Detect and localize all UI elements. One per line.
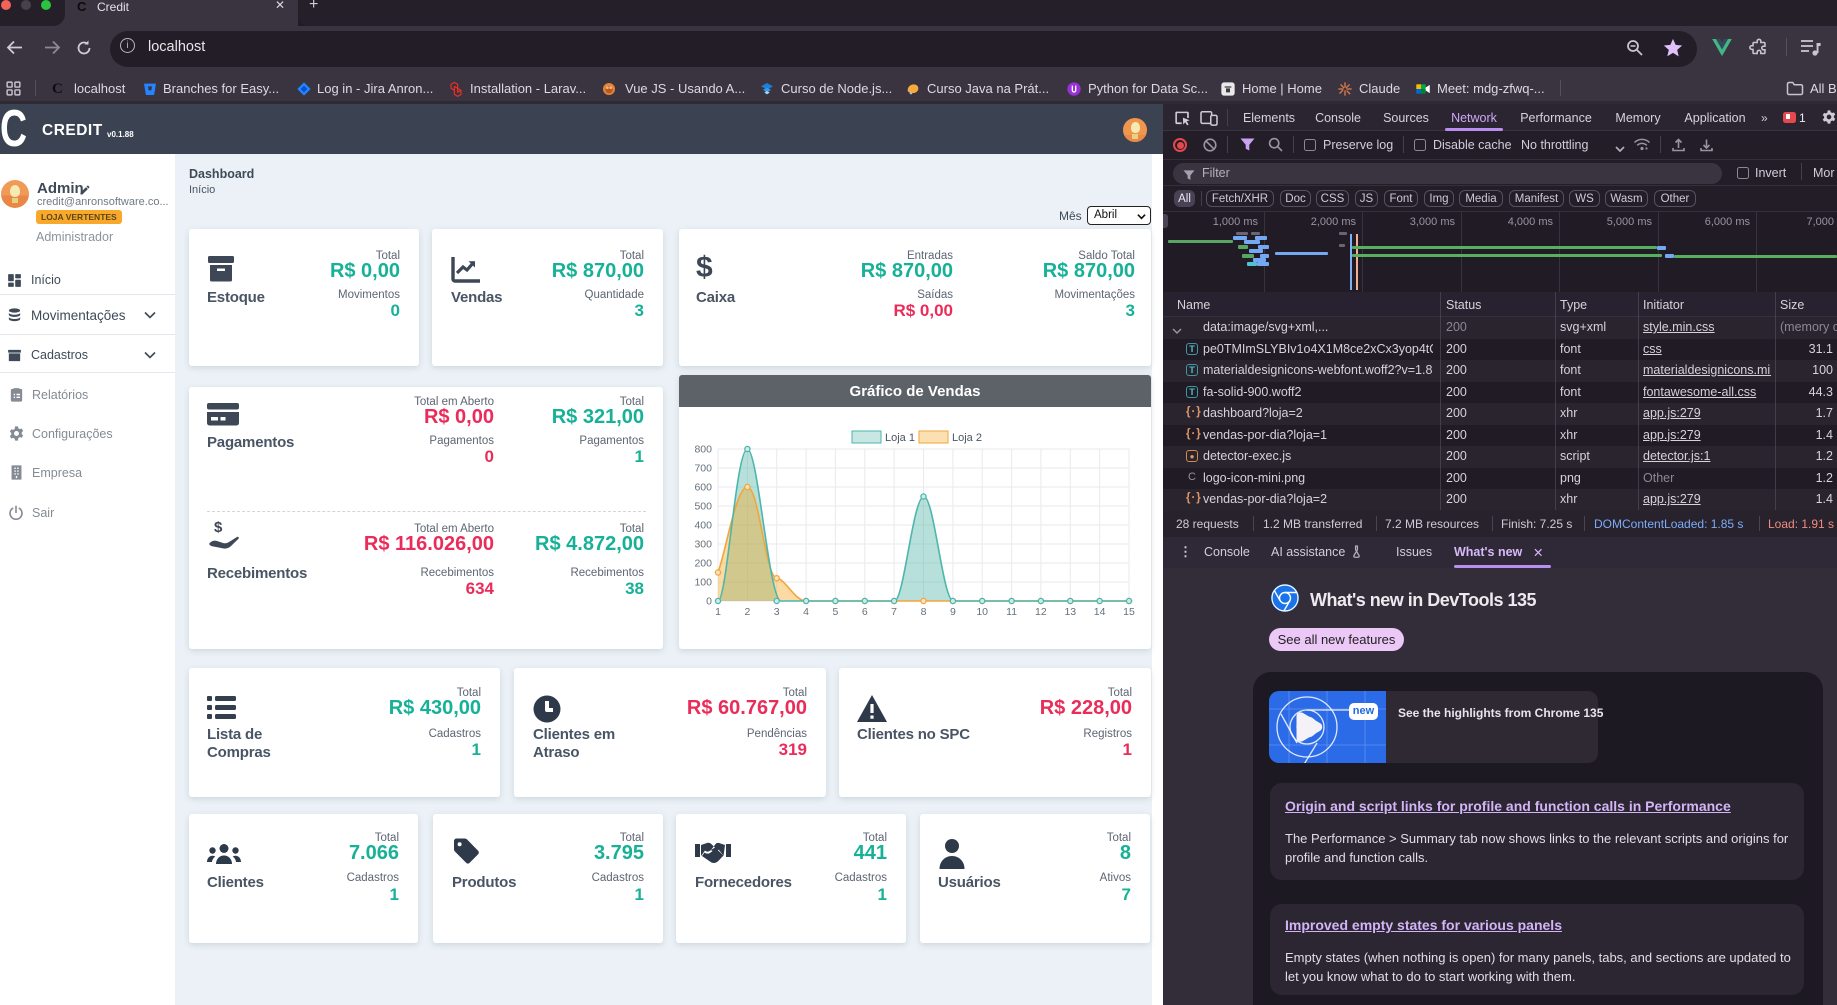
svg-text:15: 15: [1123, 606, 1135, 618]
svg-text:2: 2: [744, 606, 750, 618]
svg-text:400: 400: [694, 520, 712, 532]
svg-text:8: 8: [921, 606, 927, 618]
svg-text:10: 10: [976, 606, 988, 618]
svg-text:Loja 2: Loja 2: [952, 432, 982, 444]
svg-text:6: 6: [862, 606, 868, 618]
svg-text:Loja 1: Loja 1: [885, 432, 915, 444]
svg-text:9: 9: [950, 606, 956, 618]
svg-text:100: 100: [694, 577, 712, 589]
svg-text:7: 7: [891, 606, 897, 618]
svg-text:300: 300: [694, 539, 712, 551]
svg-text:11: 11: [1006, 606, 1017, 618]
svg-text:600: 600: [694, 482, 712, 494]
svg-text:12: 12: [1035, 606, 1047, 618]
svg-text:13: 13: [1064, 606, 1076, 618]
svg-text:500: 500: [694, 501, 712, 513]
svg-text:$: $: [214, 520, 223, 536]
svg-text:0: 0: [706, 596, 712, 608]
svg-text:200: 200: [694, 558, 712, 570]
svg-text:4: 4: [803, 606, 809, 618]
svg-text:800: 800: [694, 444, 712, 456]
svg-text:14: 14: [1094, 606, 1106, 618]
svg-text:3: 3: [774, 606, 780, 618]
svg-text:700: 700: [694, 463, 712, 475]
svg-text:5: 5: [832, 606, 838, 618]
svg-text:1: 1: [715, 606, 721, 618]
